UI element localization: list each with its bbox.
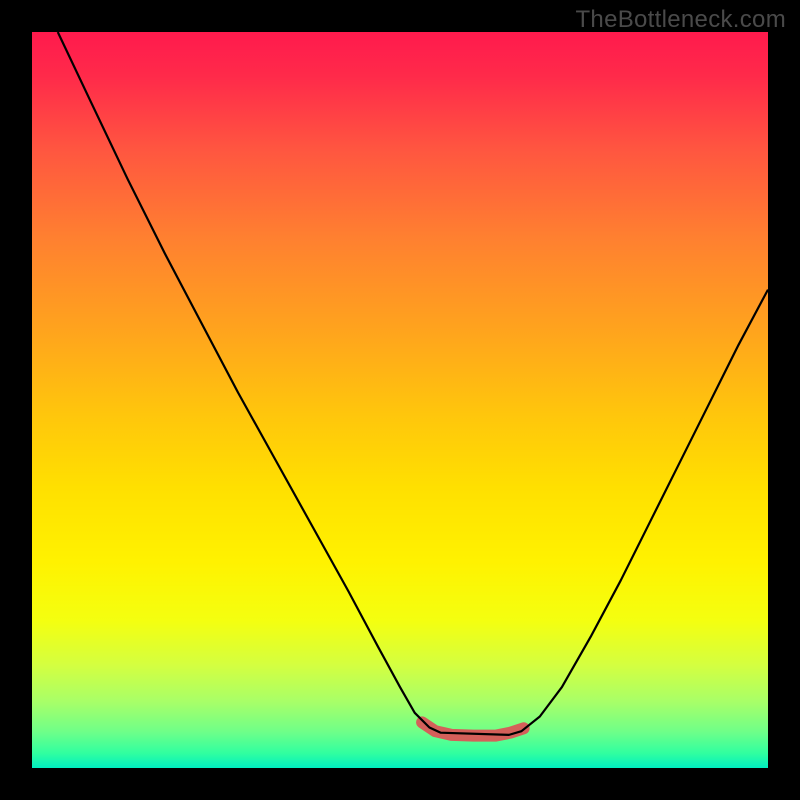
main-curve	[58, 32, 768, 735]
curve-layer	[32, 32, 768, 768]
plot-area	[32, 32, 768, 768]
chart-frame: TheBottleneck.com	[0, 0, 800, 800]
watermark-text: TheBottleneck.com	[575, 6, 786, 34]
